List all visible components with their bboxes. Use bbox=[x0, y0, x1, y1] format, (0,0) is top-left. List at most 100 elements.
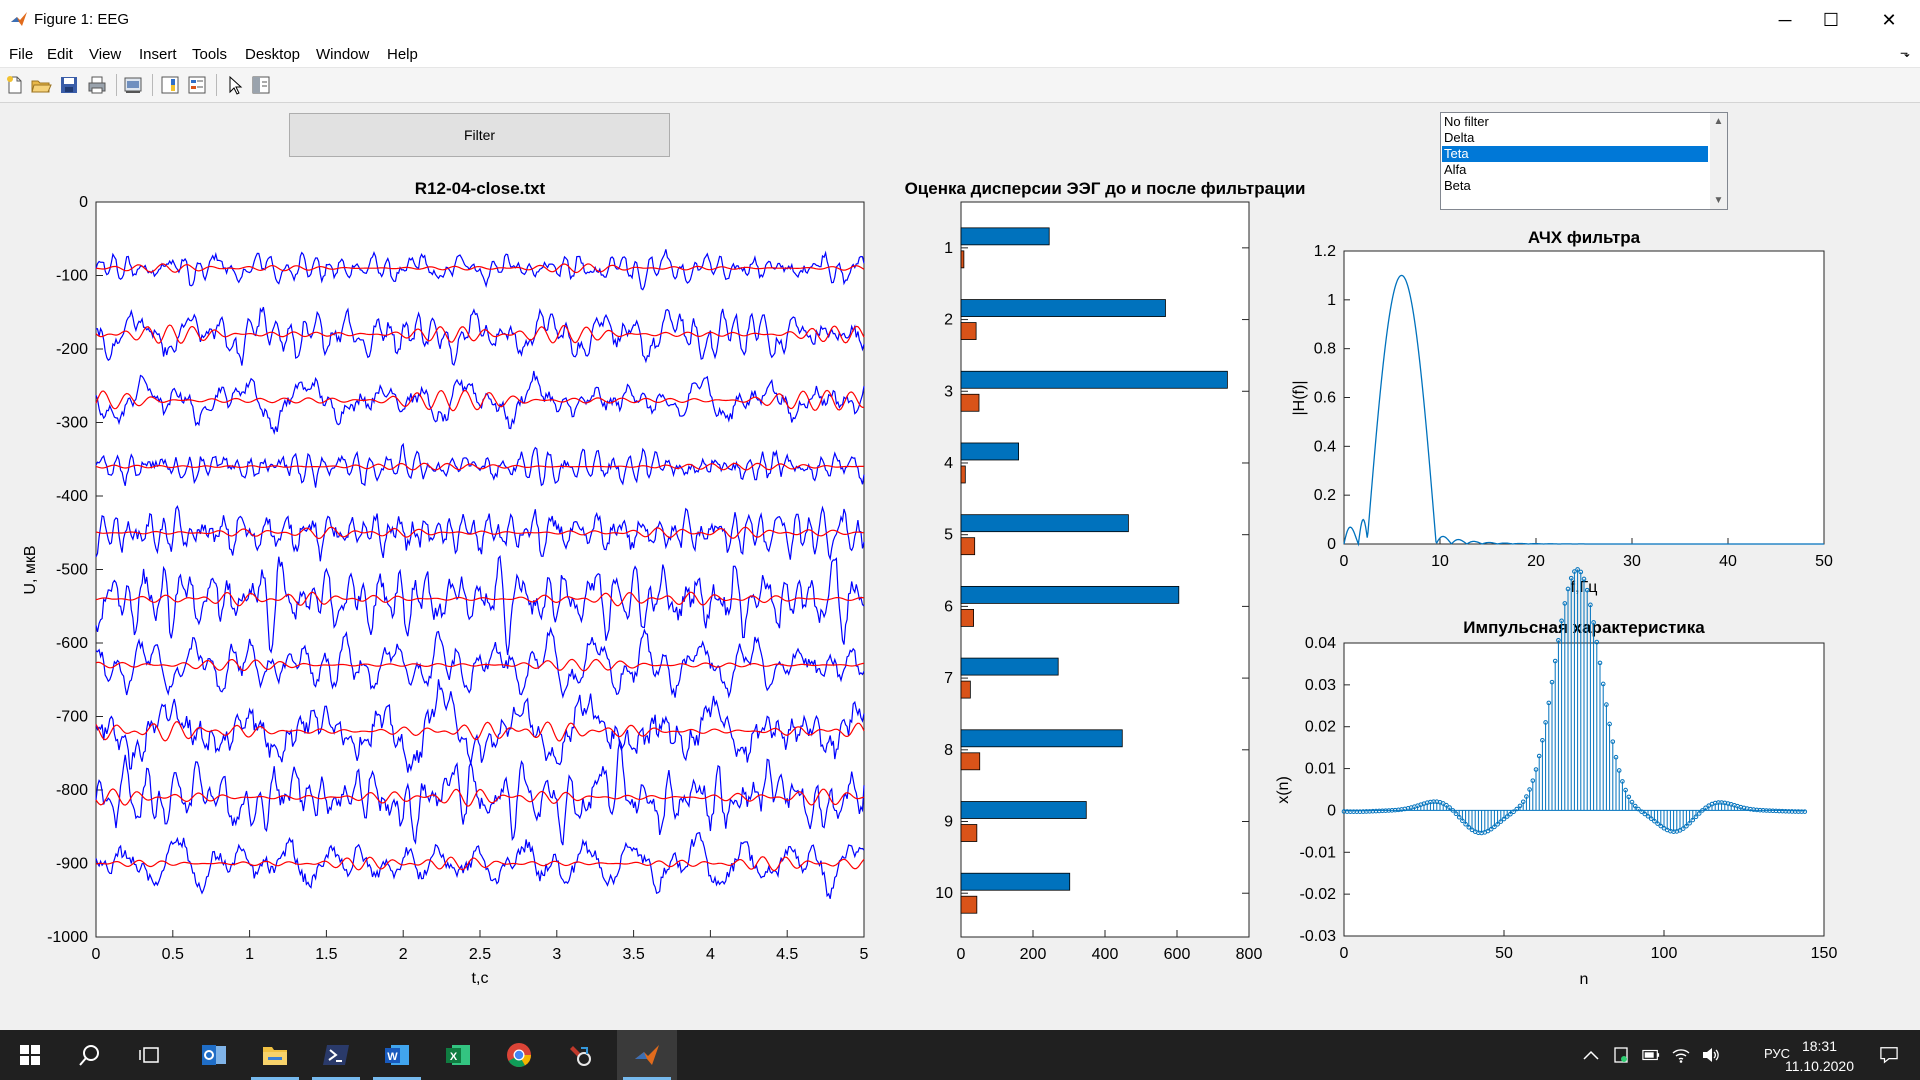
colorbar-icon[interactable] bbox=[159, 74, 181, 96]
filter-button[interactable]: Filter bbox=[289, 113, 670, 157]
file-explorer-icon[interactable] bbox=[245, 1030, 305, 1080]
scroll-down-icon[interactable]: ▼ bbox=[1713, 195, 1724, 206]
listbox-scrollbar[interactable]: ▲ ▼ bbox=[1710, 113, 1727, 209]
print-icon[interactable] bbox=[86, 74, 108, 96]
eeg-x-tick-label: 0 bbox=[92, 946, 101, 963]
impulse-stem-marker bbox=[1556, 637, 1561, 643]
impulse-stem-marker bbox=[1684, 823, 1689, 829]
show-hidden-icons-icon[interactable] bbox=[1582, 1046, 1600, 1064]
impulse-stem-marker bbox=[1472, 829, 1478, 834]
impulse-stem-marker bbox=[1549, 679, 1555, 685]
menu-view[interactable]: View bbox=[89, 46, 122, 63]
variance-bar-after-5 bbox=[960, 537, 976, 556]
menu-file[interactable]: File bbox=[9, 46, 34, 63]
eeg-x-tick-label: 1.5 bbox=[315, 946, 337, 963]
outlook-icon[interactable] bbox=[184, 1030, 244, 1080]
menu-window[interactable]: Window bbox=[316, 46, 370, 63]
volume-icon[interactable] bbox=[1702, 1046, 1720, 1064]
open-file-icon[interactable] bbox=[30, 74, 52, 96]
listbox-option-teta[interactable]: Teta bbox=[1442, 146, 1708, 162]
pointer-icon[interactable] bbox=[224, 74, 246, 96]
active-app-indicator bbox=[623, 1077, 671, 1080]
impulse-stem-marker bbox=[1373, 808, 1379, 814]
security-status-icon[interactable] bbox=[1612, 1046, 1630, 1064]
impulse-stem-marker bbox=[1575, 567, 1580, 572]
variance-bar-before-8 bbox=[960, 729, 1123, 748]
variance-title: Оценка дисперсии ЭЭГ до и после фильтрац… bbox=[905, 179, 1306, 198]
impulse-stem-marker bbox=[1709, 801, 1715, 807]
search-icon[interactable] bbox=[60, 1030, 120, 1080]
tools-app-icon[interactable] bbox=[550, 1030, 610, 1080]
impulse-stem-marker bbox=[1757, 807, 1763, 813]
variance-bar-after-4 bbox=[960, 465, 966, 484]
input-language-indicator[interactable]: РУС bbox=[1763, 1046, 1790, 1061]
close-button[interactable]: ✕ bbox=[1881, 9, 1897, 30]
impulse-stem-marker bbox=[1357, 809, 1363, 814]
impulse-y-tick-label: -0.03 bbox=[1300, 928, 1337, 945]
menu-desktop[interactable]: Desktop bbox=[245, 46, 301, 63]
impulse-stem-marker bbox=[1511, 809, 1516, 815]
freq-y-tick-label: 0.8 bbox=[1314, 341, 1336, 358]
freq-y-tick-label: 0.2 bbox=[1314, 487, 1336, 504]
menu-tools[interactable]: Tools bbox=[192, 46, 228, 63]
impulse-stem-marker bbox=[1722, 800, 1728, 806]
impulse-stem-marker bbox=[1492, 824, 1497, 830]
impulse-stem-marker bbox=[1629, 799, 1635, 805]
impulse-stem-marker bbox=[1562, 601, 1568, 606]
impulse-stem-marker bbox=[1661, 825, 1667, 831]
notifications-icon[interactable] bbox=[1880, 1046, 1898, 1064]
excel-icon[interactable]: X bbox=[428, 1030, 488, 1080]
menu-overflow-icon[interactable]: ⬎ bbox=[1899, 46, 1910, 60]
battery-icon[interactable] bbox=[1642, 1046, 1660, 1064]
impulse-stem-marker bbox=[1447, 805, 1452, 810]
variance-bar-after-10 bbox=[960, 895, 978, 914]
menu-help[interactable]: Help bbox=[387, 46, 418, 63]
menu-edit[interactable]: Edit bbox=[47, 46, 73, 63]
property-editor-icon[interactable] bbox=[250, 74, 272, 96]
impulse-stem-marker bbox=[1584, 587, 1590, 593]
freq-x-tick-label: 40 bbox=[1719, 553, 1737, 570]
filter-listbox[interactable]: No filter Delta Teta Alfa Beta ▲ ▼ bbox=[1440, 112, 1728, 210]
scroll-up-icon[interactable]: ▲ bbox=[1713, 116, 1724, 127]
impulse-stem-marker bbox=[1581, 576, 1587, 582]
eeg-filtered-channel-8 bbox=[95, 720, 865, 742]
eeg-plot-area bbox=[95, 201, 865, 938]
freq-plot-area bbox=[1343, 250, 1825, 545]
impulse-xlabel: n bbox=[1580, 971, 1589, 988]
freq-y-tick-label: 1 bbox=[1327, 292, 1336, 309]
impulse-stem-marker bbox=[1431, 799, 1436, 804]
system-clock[interactable]: 18:31 11.10.2020 bbox=[1785, 1036, 1854, 1076]
variance-x-tick-label: 200 bbox=[1020, 946, 1047, 963]
listbox-option-delta[interactable]: Delta bbox=[1444, 130, 1475, 145]
print-preview-icon[interactable] bbox=[122, 74, 144, 96]
chrome-icon[interactable] bbox=[489, 1030, 549, 1080]
impulse-stem-marker bbox=[1760, 808, 1766, 813]
maximize-button[interactable]: ☐ bbox=[1822, 9, 1840, 30]
impulse-stem-marker bbox=[1696, 811, 1702, 816]
powershell-icon[interactable] bbox=[306, 1030, 366, 1080]
new-figure-icon[interactable] bbox=[4, 74, 26, 96]
impulse-stem-marker bbox=[1648, 816, 1654, 821]
impulse-stem-marker bbox=[1770, 808, 1776, 814]
legend-icon[interactable] bbox=[186, 74, 208, 96]
menu-insert[interactable]: Insert bbox=[139, 46, 177, 63]
eeg-raw-channel-10 bbox=[95, 831, 865, 899]
impulse-stem-marker bbox=[1623, 787, 1628, 793]
impulse-stem-marker bbox=[1636, 806, 1641, 812]
eeg-raw-channel-6 bbox=[95, 554, 865, 655]
impulse-stem-marker bbox=[1744, 806, 1750, 811]
save-icon[interactable] bbox=[58, 74, 80, 96]
listbox-option-no-filter[interactable]: No filter bbox=[1444, 114, 1489, 129]
matlab-icon[interactable] bbox=[617, 1030, 677, 1080]
wifi-icon[interactable] bbox=[1672, 1046, 1690, 1064]
impulse-title: Импульсная характеристика bbox=[1463, 618, 1705, 637]
windows-start-icon[interactable] bbox=[0, 1030, 60, 1080]
impulse-stem-marker bbox=[1578, 569, 1584, 575]
impulse-stem-marker bbox=[1367, 809, 1372, 814]
minimize-button[interactable]: ─ bbox=[1778, 9, 1792, 30]
task-view-icon[interactable] bbox=[120, 1030, 180, 1080]
listbox-option-alfa[interactable]: Alfa bbox=[1444, 162, 1467, 177]
listbox-option-beta[interactable]: Beta bbox=[1444, 178, 1471, 193]
word-icon[interactable]: W bbox=[367, 1030, 427, 1080]
impulse-stem-marker bbox=[1344, 809, 1350, 814]
